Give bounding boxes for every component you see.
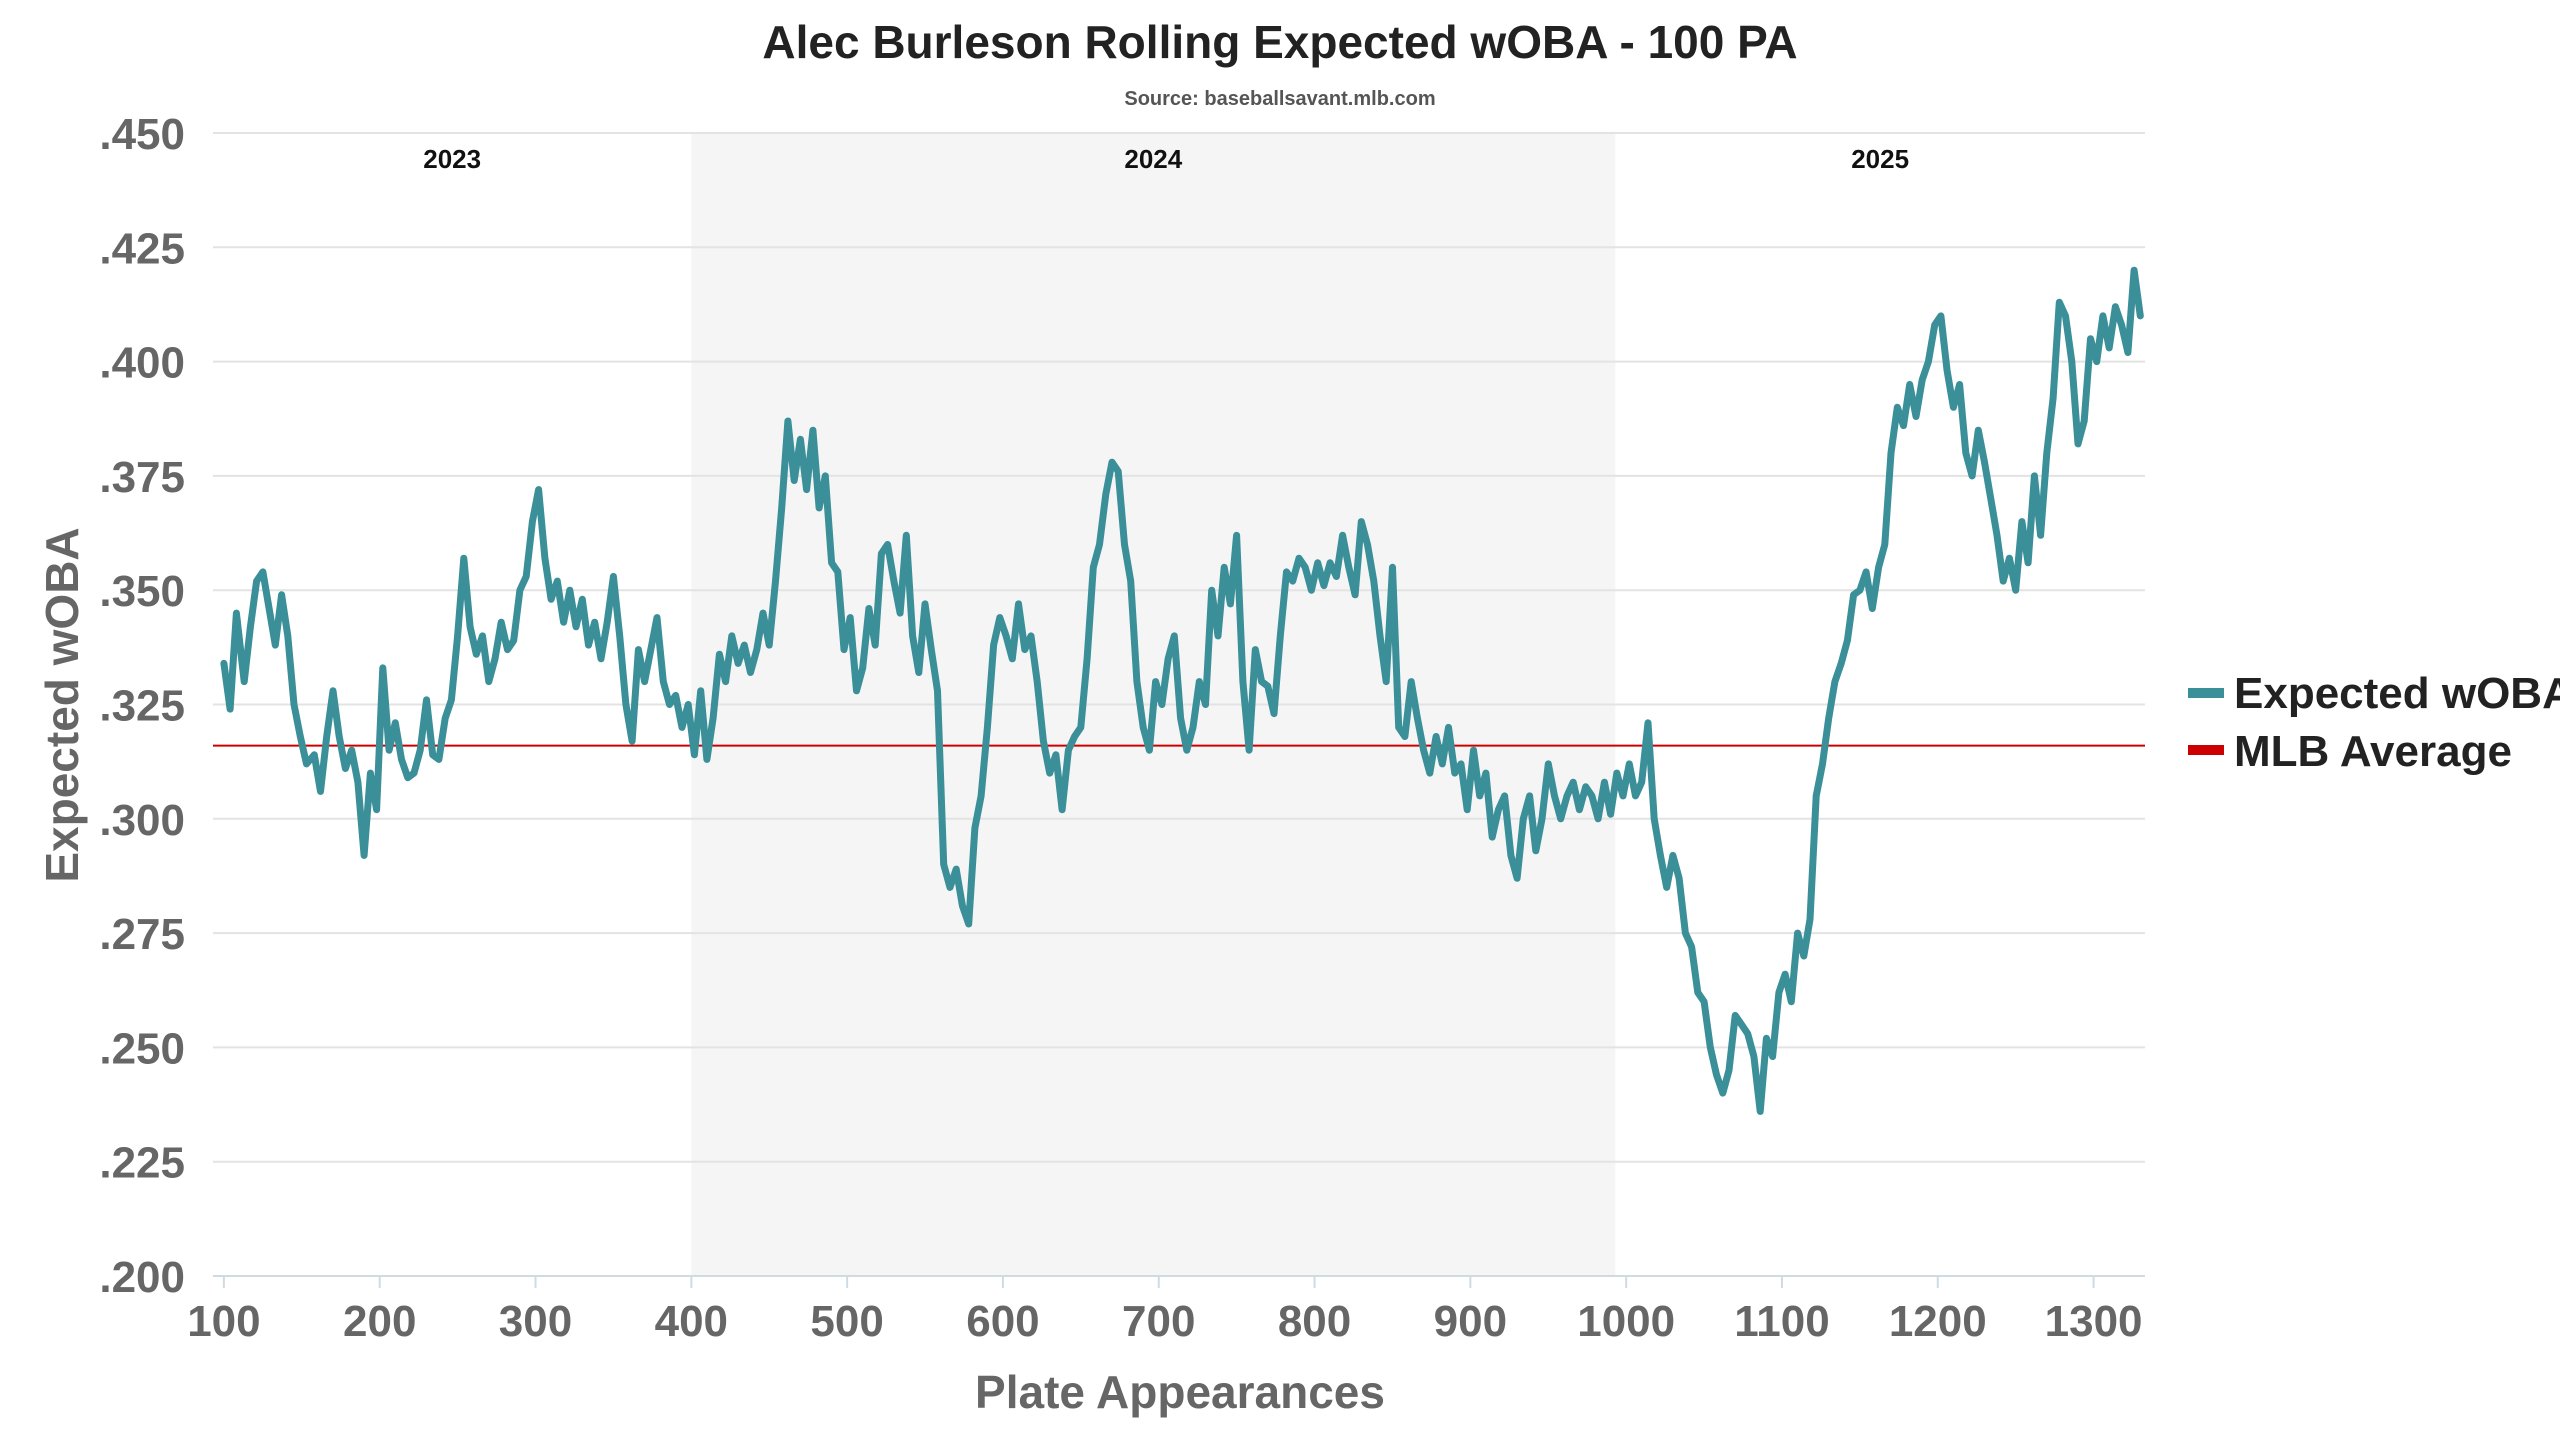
- y-axis-label: Expected wOBA: [36, 527, 88, 882]
- season-label-2025: 2025: [1851, 144, 1909, 174]
- y-axis-ticks: .200 .225 .250 .275 .300 .325 .350 .375 .400 .425…: [99, 110, 185, 1302]
- x-axis-ticks: 100 200 300 400 500 600 700 800 900 1000 1100 1200 1…: [187, 1276, 2143, 1346]
- y-tick-label: .275: [99, 910, 185, 959]
- x-tick-label: 1100: [1734, 1297, 1829, 1346]
- y-tick-label: .250: [99, 1024, 185, 1073]
- y-tick-label: .425: [99, 224, 185, 273]
- y-tick-label: .350: [99, 567, 185, 616]
- legend: Expected wOBA MLB Average: [2188, 669, 2560, 776]
- x-axis-label: Plate Appearances: [975, 1366, 1385, 1418]
- x-tick-label: 900: [1434, 1297, 1507, 1346]
- y-tick-label: .450: [99, 110, 185, 159]
- season-labels: 2023 2024 2025: [423, 144, 1909, 174]
- x-tick-label: 200: [343, 1297, 416, 1346]
- x-tick-label: 1200: [1889, 1297, 1987, 1346]
- y-tick-label: .300: [99, 796, 185, 845]
- x-tick-label: 100: [187, 1297, 260, 1346]
- x-tick-label: 400: [655, 1297, 728, 1346]
- y-tick-label: .225: [99, 1139, 185, 1188]
- x-tick-label: 700: [1122, 1297, 1195, 1346]
- legend-swatch-mlb-average: [2188, 745, 2224, 755]
- series-layer: [220, 266, 2144, 1115]
- y-tick-label: .400: [99, 339, 185, 388]
- x-tick-label: 500: [810, 1297, 883, 1346]
- y-tick-label: .375: [99, 453, 185, 502]
- chart-title: Alec Burleson Rolling Expected wOBA - 10…: [762, 16, 1797, 68]
- y-tick-label: .200: [99, 1253, 185, 1302]
- season-label-2023: 2023: [423, 144, 481, 174]
- x-tick-label: 1000: [1577, 1297, 1675, 1346]
- chart-subtitle: Source: baseballsavant.mlb.com: [1124, 88, 1435, 110]
- gridlines: [213, 132, 2145, 1163]
- series-line-expected-woba: [220, 266, 2144, 1115]
- x-tick-label: 1300: [2045, 1297, 2143, 1346]
- x-tick-label: 600: [966, 1297, 1039, 1346]
- y-tick-label: .325: [99, 682, 185, 731]
- legend-swatch-expected-woba: [2188, 688, 2224, 698]
- x-tick-label: 800: [1278, 1297, 1351, 1346]
- season-label-2024: 2024: [1124, 144, 1182, 174]
- legend-label-expected-woba: Expected wOBA: [2234, 669, 2560, 718]
- x-tick-label: 300: [499, 1297, 572, 1346]
- legend-label-mlb-average: MLB Average: [2234, 727, 2512, 776]
